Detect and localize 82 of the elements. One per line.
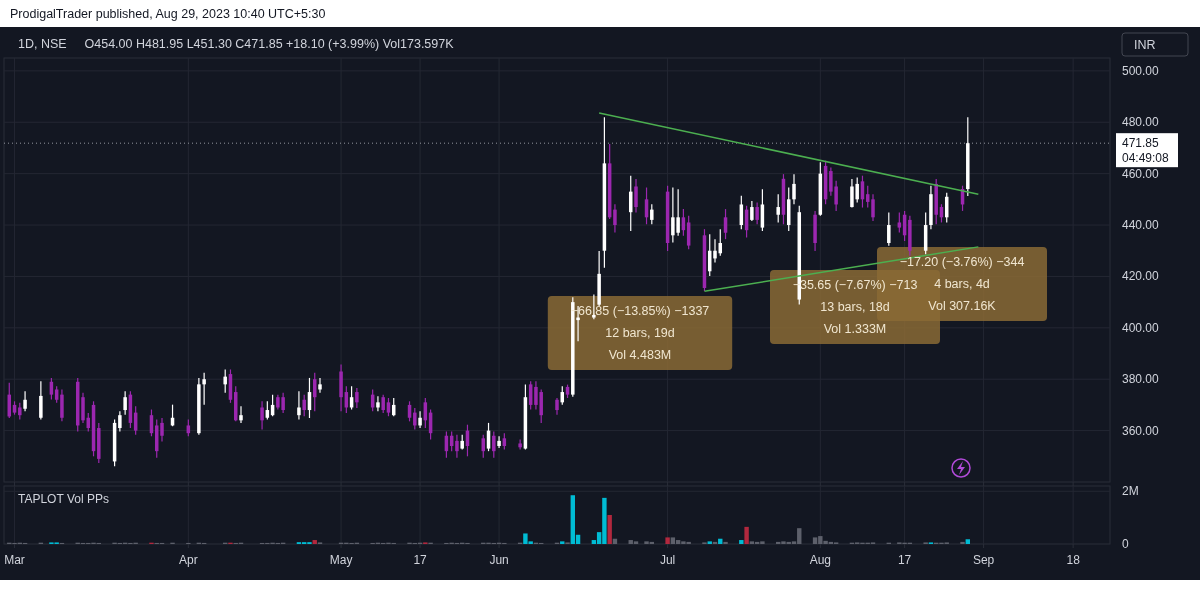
- candlestick: [386, 397, 391, 417]
- bar: [707, 541, 712, 544]
- annotation: Vol 4.483M: [608, 348, 672, 362]
- candlestick: [418, 410, 422, 429]
- candlestick: [518, 439, 522, 451]
- annotation: −17.20 (−3.76%) −344: [899, 255, 1025, 269]
- y-tick-label: 480.00: [1122, 115, 1160, 130]
- candlestick: [239, 405, 243, 424]
- candlestick: [897, 211, 902, 234]
- y-tick-label: 380.00: [1122, 372, 1160, 387]
- candlestick: [455, 434, 459, 459]
- candlestick: [713, 238, 717, 264]
- annotation: Vol 1.333M: [823, 322, 887, 336]
- candlestick: [376, 395, 380, 412]
- x-tick-label: 18: [1066, 553, 1081, 567]
- x-tick-label: Mar: [4, 553, 25, 567]
- bar: [744, 526, 749, 544]
- bar: [670, 537, 676, 544]
- y-tick-label: 440.00: [1122, 218, 1160, 233]
- candlestick: [318, 377, 322, 394]
- candlestick: [887, 211, 891, 247]
- candlestick: [381, 394, 385, 414]
- chart-title: 1D, NSE: [18, 37, 67, 51]
- text: INR: [1134, 37, 1156, 52]
- candlestick: [776, 193, 780, 224]
- y-tick-label: 460.00: [1122, 166, 1160, 181]
- candlestick: [39, 380, 43, 421]
- candlestick: [413, 407, 417, 431]
- bar: [312, 540, 317, 544]
- text: ProdigalTrader published, Aug 29, 2023 10:40 UTC+5:30: [10, 7, 326, 21]
- y-tick-label: 500.00: [1122, 63, 1160, 78]
- bar: [633, 541, 639, 544]
- candlestick: [260, 400, 264, 431]
- y-tick-label: 2M: [1122, 484, 1139, 499]
- annotation: 13 bars, 18d: [820, 300, 890, 314]
- candlestick: [302, 394, 306, 417]
- candlestick: [634, 178, 638, 214]
- bar: [739, 540, 744, 544]
- candlestick: [355, 387, 359, 409]
- annotation: Vol 307.16K: [928, 299, 997, 313]
- y-tick-label: 400.00: [1122, 320, 1160, 335]
- annotation: 4 bars, 4d: [934, 277, 990, 291]
- candlestick: [750, 200, 754, 222]
- bar: [960, 541, 965, 544]
- bar: [607, 515, 612, 544]
- bar: [723, 541, 728, 544]
- candlestick: [160, 417, 164, 442]
- y-tick-label: 420.00: [1122, 269, 1160, 284]
- x-tick-label: Jun: [489, 553, 509, 567]
- annotation: 12 bars, 19d: [605, 326, 675, 340]
- candlestick: [650, 203, 654, 225]
- x-tick-label: May: [329, 553, 353, 567]
- candlestick: [297, 390, 301, 421]
- candlestick: [123, 390, 127, 416]
- chart-subtitle: O454.00 H481.95 L451.30 C471.85 +18.10 (+3.99%) Vol173.597K: [84, 37, 455, 51]
- candlestick: [492, 430, 496, 459]
- x-tick-label: 17: [413, 553, 428, 567]
- bar: [665, 537, 670, 544]
- text: 04:49:08: [1122, 151, 1170, 166]
- bar: [965, 539, 970, 544]
- candlestick: [118, 410, 122, 432]
- x-tick-label: Apr: [178, 553, 198, 567]
- bar: [749, 541, 755, 544]
- y-tick-label: 360.00: [1122, 423, 1160, 438]
- candlestick: [871, 193, 875, 222]
- x-tick-label: 17: [897, 553, 912, 567]
- text: TAPLOT Vol PPs: [18, 492, 109, 506]
- y-tick-label: 0: [1122, 537, 1129, 551]
- candlestick: [792, 173, 796, 205]
- x-tick-label: Jul: [659, 553, 676, 567]
- candlestick: [23, 390, 27, 412]
- ref-line-label: 471.85: [1122, 136, 1160, 151]
- x-tick-label: Aug: [809, 553, 832, 567]
- candlestick: [613, 203, 617, 234]
- candlestick: [497, 435, 501, 449]
- candlestick: [755, 201, 759, 225]
- candlestick: [81, 392, 85, 424]
- x-tick-label: Sep: [972, 553, 995, 567]
- bar: [560, 541, 565, 544]
- candlestick: [223, 368, 227, 394]
- candlestick: [202, 372, 206, 406]
- candlestick: [60, 388, 64, 422]
